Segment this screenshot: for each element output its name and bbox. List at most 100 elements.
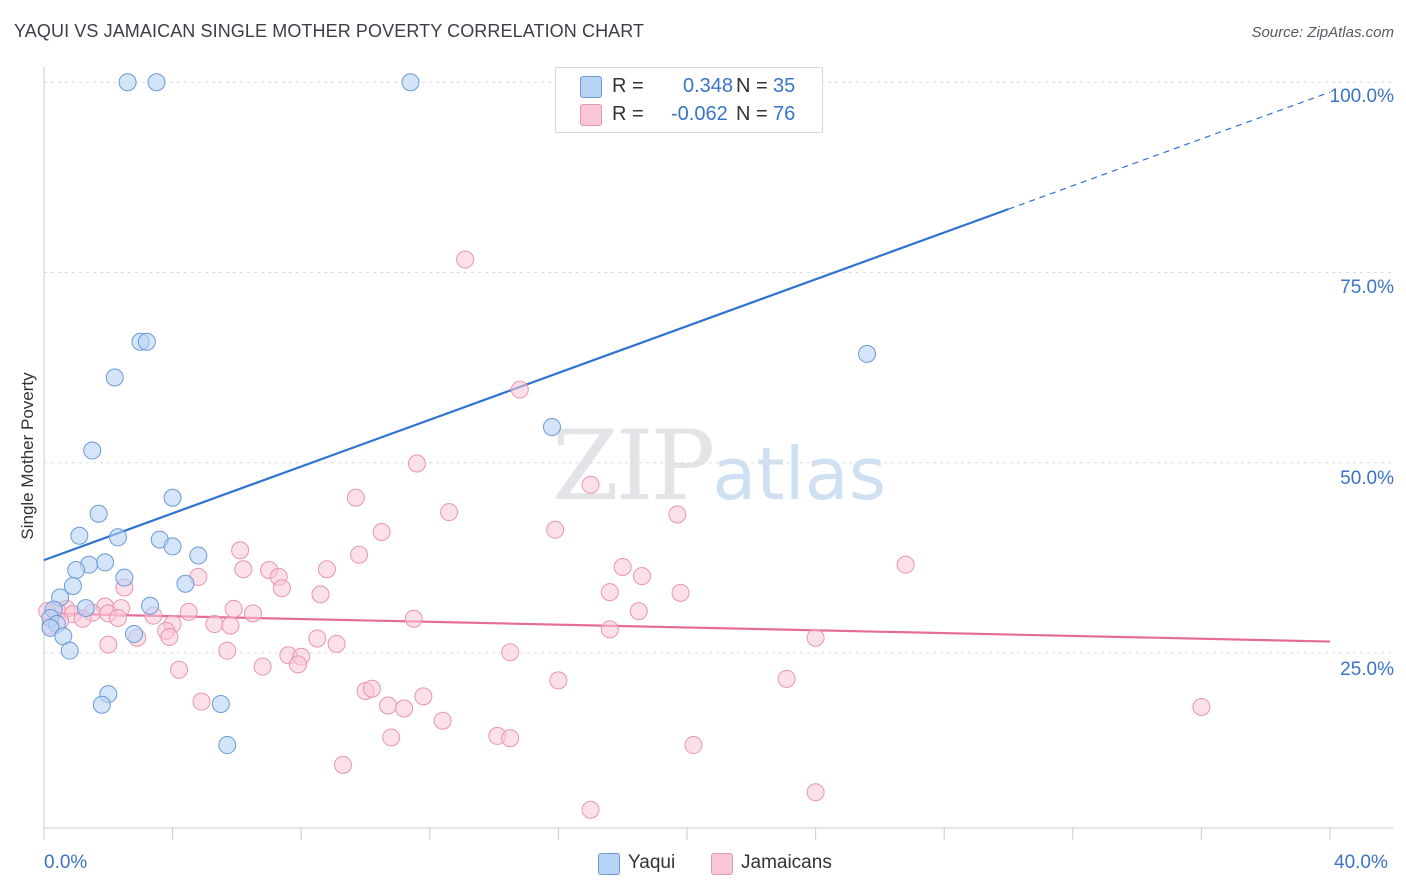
jamaicans-legend-label: Jamaicans: [741, 852, 832, 873]
yaqui-point: [76, 599, 95, 618]
yaqui-point: [147, 73, 166, 92]
jamaicans-point: [632, 567, 651, 586]
jamaicans-point: [224, 599, 243, 618]
jamaicans-point: [362, 679, 381, 698]
watermark-atlas: atlas: [712, 432, 887, 516]
jamaicans-r-value: -0.062: [671, 103, 728, 125]
jamaicans-point: [243, 604, 262, 623]
yaqui-trend-extension: [1008, 91, 1331, 210]
yaqui-legend-swatch: [598, 853, 620, 875]
yaqui-point: [108, 528, 127, 547]
yaqui-point: [163, 537, 182, 556]
yaqui-point: [211, 694, 230, 713]
yaqui-point: [92, 695, 111, 714]
jamaicans-point: [407, 454, 426, 473]
jamaicans-point: [205, 615, 224, 634]
yaqui-point: [858, 344, 877, 363]
jamaicans-point: [668, 505, 687, 524]
jamaicans-r-label: R =: [612, 103, 644, 125]
yaqui-point: [137, 332, 156, 351]
jamaicans-point: [395, 699, 414, 718]
jamaicans-point: [231, 541, 250, 560]
jamaicans-point: [99, 635, 118, 654]
jamaicans-point: [311, 585, 330, 604]
yaqui-point: [67, 561, 86, 580]
yaqui-r-value: 0.348: [683, 75, 734, 97]
jamaicans-point: [308, 629, 327, 648]
yaqui-point: [96, 553, 115, 572]
x-tick-label-min: 0.0%: [44, 852, 88, 873]
jamaicans-swatch: [580, 104, 602, 126]
jamaicans-point: [372, 522, 391, 541]
watermark-zip: ZIP: [552, 410, 715, 522]
y-axis-label: Single Mother Poverty: [18, 372, 37, 540]
yaqui-n-label: N =: [736, 75, 768, 97]
yaqui-point: [118, 73, 137, 92]
yaqui-swatch: [580, 76, 602, 98]
yaqui-point: [63, 577, 82, 596]
yaqui-point: [41, 618, 60, 637]
jamaicans-point: [456, 250, 475, 269]
yaqui-point: [105, 368, 124, 387]
jamaicans-point: [806, 783, 825, 802]
jamaicans-point: [414, 687, 433, 706]
jamaicans-point: [179, 602, 198, 621]
yaqui-r-label: R =: [612, 75, 644, 97]
y-tick-label-50: 50.0%: [1340, 468, 1394, 489]
yaqui-point: [60, 641, 79, 660]
jamaicans-point: [549, 671, 568, 690]
y-tick-label-25: 25.0%: [1340, 659, 1394, 680]
yaqui-point: [401, 73, 420, 92]
jamaicans-point: [108, 608, 127, 627]
yaqui-point: [189, 546, 208, 565]
yaqui-point: [83, 441, 102, 460]
yaqui-legend-label: Yaqui: [628, 852, 676, 873]
jamaicans-point: [777, 669, 796, 688]
chart-title: YAQUI VS JAMAICAN SINGLE MOTHER POVERTY …: [14, 21, 645, 41]
jamaicans-point: [581, 800, 600, 819]
jamaicans-point: [671, 583, 690, 602]
jamaicans-point: [221, 616, 240, 635]
trend-lines: [43, 91, 1331, 643]
jamaicans-n-value: 76: [773, 103, 796, 125]
yaqui-point: [542, 417, 561, 436]
jamaicans-point: [170, 660, 189, 679]
data-points: [38, 73, 1211, 819]
correlation-legend: R = 0.348 N = 35 R = -0.062 N = 76: [555, 67, 823, 133]
jamaicans-point: [501, 643, 520, 662]
jamaicans-point: [581, 475, 600, 494]
jamaicans-point: [234, 560, 253, 579]
jamaicans-point: [288, 655, 307, 674]
jamaicans-n-label: N =: [736, 103, 768, 125]
jamaicans-point: [253, 657, 272, 676]
jamaicans-point: [192, 692, 211, 711]
jamaicans-point: [629, 602, 648, 621]
jamaicans-point: [327, 634, 346, 653]
jamaicans-point: [600, 620, 619, 639]
axes: [43, 67, 1393, 840]
jamaicans-point: [501, 729, 520, 748]
jamaicans-point: [218, 641, 237, 660]
yaqui-point: [125, 624, 144, 643]
yaqui-point: [176, 574, 195, 593]
jamaicans-point: [350, 545, 369, 564]
jamaicans-point: [404, 609, 423, 628]
x-tick-label-max: 40.0%: [1334, 852, 1388, 873]
yaqui-point: [141, 596, 160, 615]
jamaicans-point: [379, 696, 398, 715]
source-label: Source: ZipAtlas.com: [1251, 24, 1394, 41]
jamaicans-point: [433, 711, 452, 730]
jamaicans-point: [806, 628, 825, 647]
jamaicans-point: [333, 755, 352, 774]
watermark: ZIPatlas: [552, 410, 886, 522]
jamaicans-point: [684, 736, 703, 755]
yaqui-point: [70, 526, 89, 545]
yaqui-n-value: 35: [773, 75, 796, 97]
yaqui-point: [163, 488, 182, 507]
jamaicans-point: [346, 488, 365, 507]
jamaicans-point: [613, 557, 632, 576]
jamaicans-point: [272, 579, 291, 598]
jamaicans-point: [317, 560, 336, 579]
jamaicans-point: [160, 627, 179, 646]
